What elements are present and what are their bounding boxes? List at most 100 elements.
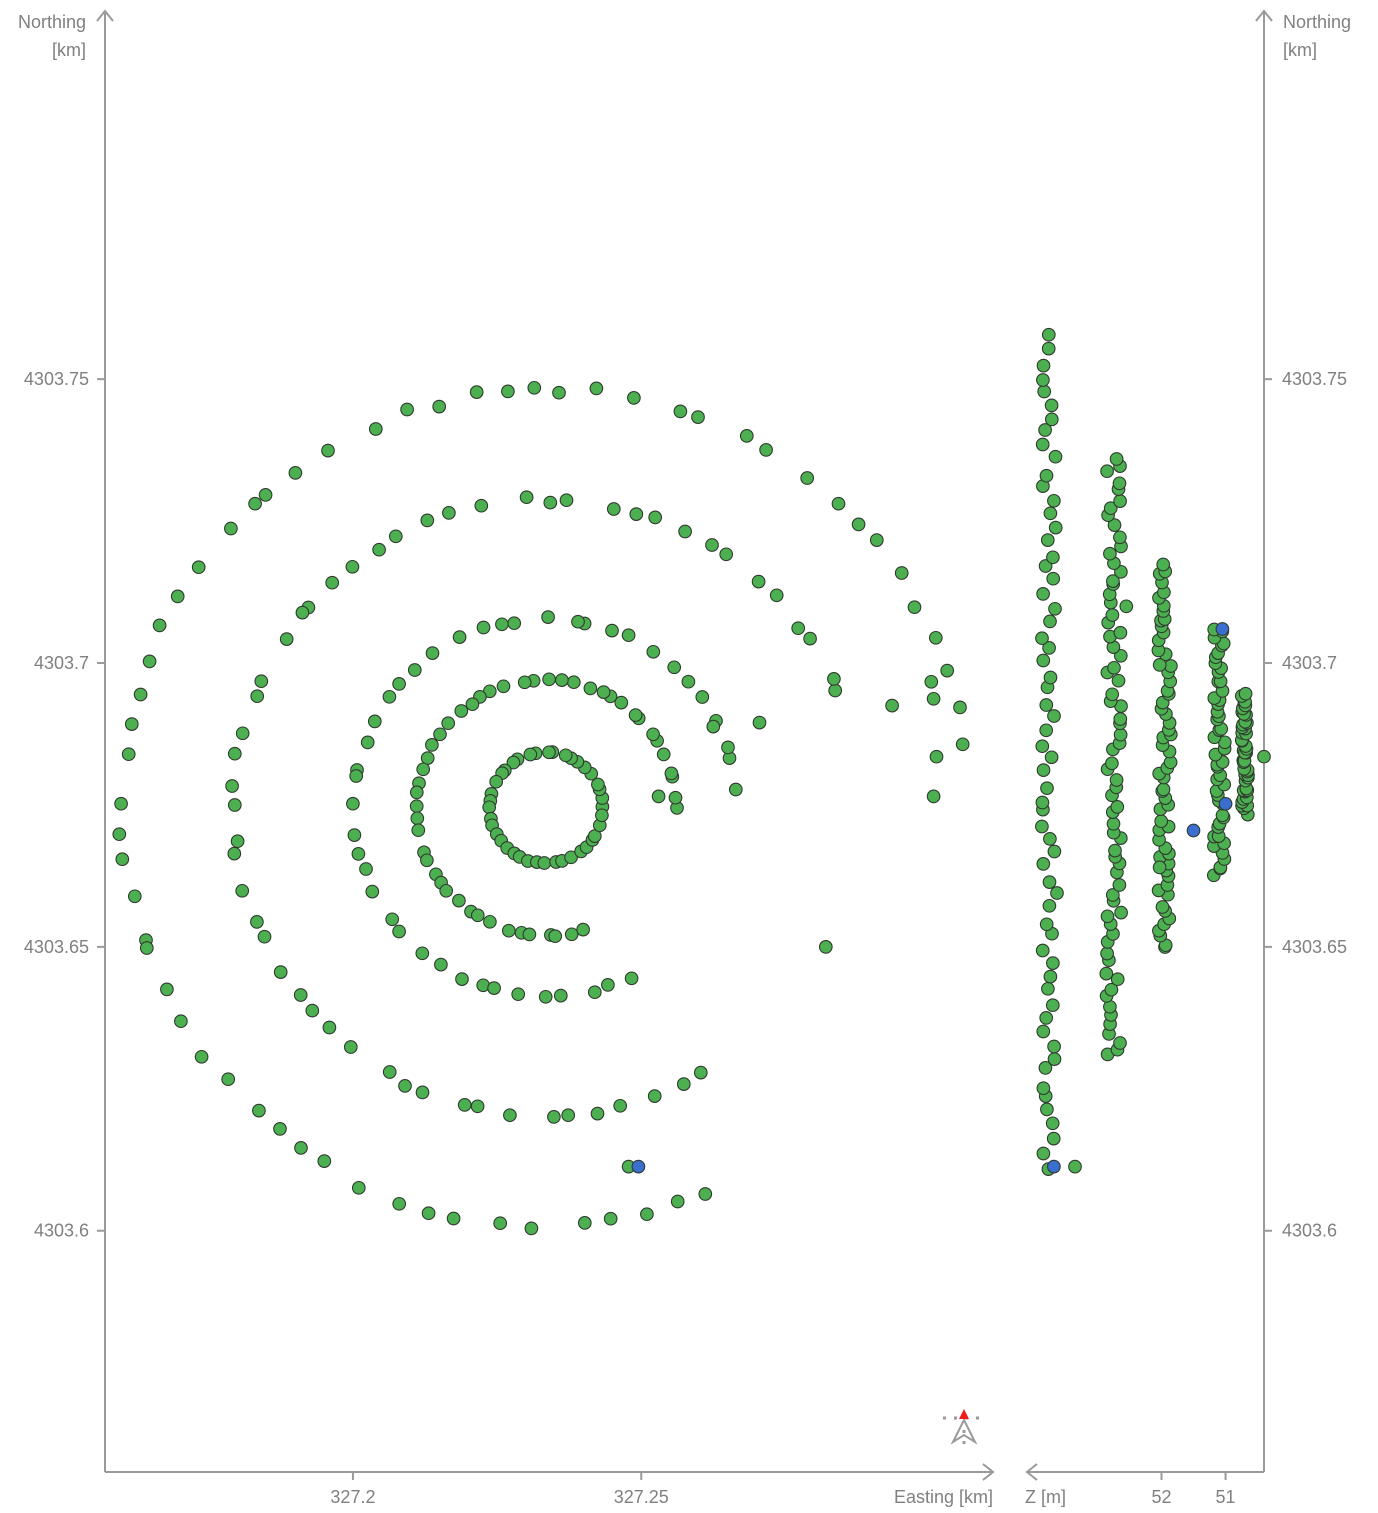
data-point [1035, 631, 1049, 646]
data-point [1112, 476, 1127, 491]
data-point [227, 746, 242, 761]
data-point [1105, 756, 1119, 771]
data-point [446, 1211, 461, 1226]
data-point [495, 617, 509, 632]
data-point [1105, 888, 1120, 902]
easting-axis-title: Easting [km] [894, 1487, 993, 1507]
data-point [225, 779, 239, 793]
data-point [1107, 660, 1121, 675]
data-point [1036, 358, 1051, 373]
data-point [191, 560, 206, 575]
data-point [503, 1108, 517, 1123]
data-point [1100, 909, 1115, 924]
data-point [1111, 673, 1126, 688]
data-point [1047, 844, 1062, 859]
z-axis-title: Z [m] [1025, 1487, 1066, 1507]
data-point [646, 644, 661, 659]
data-point [441, 716, 456, 731]
data-point [170, 589, 185, 604]
data-point [489, 774, 504, 789]
data-point [1113, 1036, 1127, 1050]
data-point [1040, 781, 1054, 796]
right-y-axis-arrow [1255, 9, 1273, 22]
data-point [527, 380, 542, 395]
left-y-ticks: 4303.6 4303.65 4303.7 4303.75 [24, 369, 105, 1241]
data-point [1113, 712, 1128, 726]
data-point [400, 402, 414, 417]
right-y-tick-label: 4303.75 [1282, 369, 1347, 389]
data-point [321, 443, 335, 458]
data-point [705, 538, 719, 552]
data-point [695, 690, 710, 704]
data-point [555, 673, 569, 687]
data-point [953, 700, 967, 715]
data-point [1046, 956, 1060, 970]
data-point [566, 675, 581, 690]
data-point [1113, 530, 1127, 545]
data-point [409, 785, 424, 800]
data-point [728, 782, 743, 797]
data-point [1044, 412, 1059, 427]
data-point [1039, 698, 1054, 712]
data-point [433, 727, 447, 742]
data-point [160, 982, 174, 997]
data-point [1046, 1131, 1061, 1146]
data-point [1106, 574, 1120, 588]
data-point [235, 726, 250, 741]
data-point [506, 755, 521, 770]
data-point [1100, 946, 1114, 961]
data-point [894, 566, 909, 580]
data-point [1046, 571, 1061, 586]
data-point [583, 681, 598, 696]
data-point [227, 798, 242, 812]
data-point [1035, 819, 1049, 834]
data-point [248, 496, 262, 511]
data-point [1108, 843, 1122, 858]
data-point [1045, 1116, 1060, 1131]
data-point [1035, 943, 1050, 958]
data-point [1238, 686, 1253, 701]
data-point [656, 747, 671, 762]
data-point [541, 610, 555, 624]
data-point [114, 796, 128, 811]
data-point [250, 915, 264, 929]
data-point [409, 799, 424, 814]
data-point [1035, 437, 1050, 452]
data-point [605, 623, 619, 638]
data-point [365, 884, 380, 899]
data-point [631, 1159, 646, 1174]
data-point [295, 605, 310, 620]
data-point [273, 965, 288, 979]
data-point [360, 735, 375, 750]
data-point [425, 646, 440, 660]
data-point [803, 631, 817, 646]
data-point [349, 769, 364, 783]
data-point [769, 588, 784, 603]
data-point [1042, 875, 1057, 889]
left-y-tick-label: 4303.65 [24, 937, 89, 957]
right-y-axis-title-line-1: Northing [1283, 12, 1351, 32]
data-point [614, 695, 629, 710]
data-point [425, 738, 439, 752]
data-point [1257, 749, 1271, 764]
data-point [924, 674, 939, 689]
data-point [432, 399, 447, 414]
easting-ticks: 327.2 327.25 [330, 1472, 669, 1507]
data-point [523, 747, 538, 762]
data-point [553, 988, 568, 1003]
data-point [351, 847, 366, 861]
data-point [112, 827, 127, 842]
data-point [595, 808, 609, 823]
right-y-axis-title-line-2: [km] [1283, 40, 1317, 60]
data-point [1042, 898, 1057, 913]
data-point [288, 466, 303, 480]
data-point [681, 674, 696, 689]
data-point [1039, 723, 1054, 738]
data-point [1155, 900, 1170, 914]
data-point [1110, 800, 1125, 814]
left-y-tick-label: 4303.75 [24, 369, 89, 389]
data-point [519, 490, 534, 505]
data-point [1106, 816, 1121, 831]
data-point [325, 575, 340, 590]
